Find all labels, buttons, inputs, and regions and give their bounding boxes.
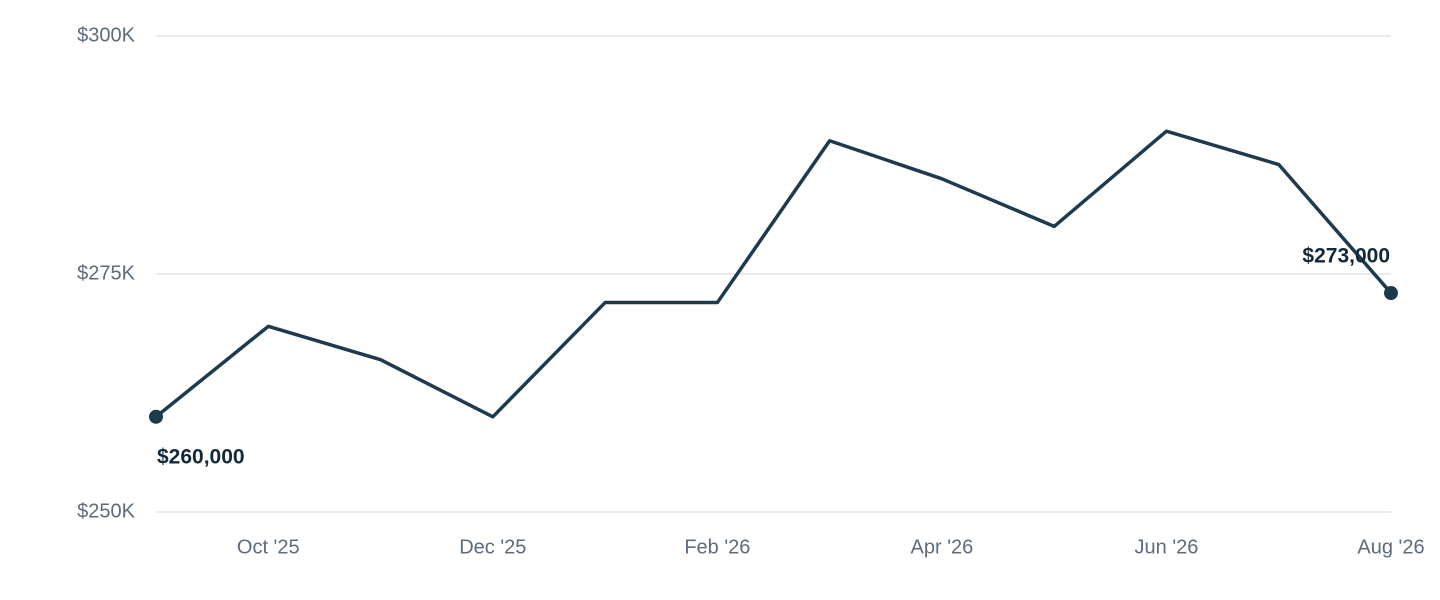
point: [1384, 286, 1398, 301]
line: [154, 129, 1393, 419]
x-tick-label: Jun '26: [1135, 536, 1199, 558]
x-tick-label: Feb '26: [684, 536, 750, 558]
x-tick-label: Oct '25: [237, 536, 300, 558]
y-tick-label: $275K: [77, 262, 135, 284]
x-tick-label: Dec '25: [459, 536, 526, 558]
value-label: $260,000: [157, 445, 245, 468]
y-tick-label: $250K: [77, 500, 135, 522]
value-label: $273,000: [1302, 245, 1390, 268]
x-tick-label: Apr '26: [911, 536, 974, 558]
x-tick-label: Aug '26: [1357, 536, 1424, 558]
y-tick-label: $300K: [77, 24, 135, 46]
point: [149, 409, 163, 424]
